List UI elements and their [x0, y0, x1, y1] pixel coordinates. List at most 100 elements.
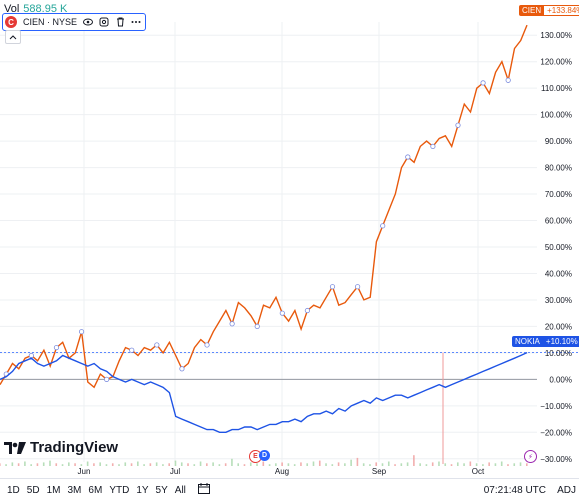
- price-chart[interactable]: 130.00% 120.00% 110.00% 100.00% 90.00% 80.00%…: [0, 0, 579, 478]
- volume-bar: [105, 464, 108, 466]
- volume-bar: [494, 463, 497, 466]
- data-point: [129, 347, 135, 353]
- volume-bar: [375, 462, 378, 466]
- volume-bar: [469, 461, 472, 466]
- y-tick-label: 100.00%: [540, 111, 572, 120]
- data-point: [480, 80, 486, 86]
- range-5y[interactable]: 5Y: [155, 484, 168, 496]
- volume-bar: [61, 464, 64, 466]
- range-6m[interactable]: 6M: [88, 484, 103, 496]
- data-point: [329, 284, 336, 290]
- volume-bar: [199, 461, 202, 466]
- clock-time[interactable]: 07:21:48 UTC: [483, 484, 546, 496]
- range-all[interactable]: All: [174, 484, 186, 496]
- y-tick-label: 30.00%: [545, 296, 572, 305]
- volume-bar: [68, 462, 70, 466]
- nokia-tag-name: NOKIA: [515, 337, 540, 346]
- volume-bar: [293, 464, 296, 466]
- y-tick-label: −30.00%: [540, 455, 572, 464]
- volume-bar: [187, 463, 189, 466]
- volume-bar: [162, 464, 164, 466]
- volume-bar: [381, 463, 384, 466]
- volume-bar: [431, 462, 434, 466]
- y-axis: 130.00% 120.00% 110.00% 100.00% 90.00% 80.00%…: [540, 31, 572, 464]
- volume-bar: [11, 462, 14, 466]
- volume-bar: [513, 463, 516, 466]
- volume-bar: [500, 461, 503, 466]
- volume-bar: [281, 462, 283, 466]
- volume-bar: [419, 463, 421, 466]
- data-point: [204, 342, 210, 348]
- volume-bar: [268, 464, 271, 466]
- more-icon[interactable]: [131, 17, 141, 27]
- volume-bar: [86, 461, 89, 466]
- settings-icon[interactable]: [99, 17, 109, 27]
- data-point: [380, 223, 386, 229]
- volume-bar: [425, 464, 428, 466]
- volume-bar: [369, 464, 371, 466]
- volume-bar: [212, 462, 214, 466]
- trash-icon[interactable]: [115, 17, 125, 27]
- volume-bar: [262, 461, 265, 466]
- volume-bar: [80, 464, 83, 466]
- volume-bar: [118, 464, 120, 466]
- volume-bar: [325, 463, 327, 466]
- data-point: [430, 143, 436, 150]
- volume-bar: [5, 464, 7, 466]
- volume-bar: [482, 464, 484, 466]
- range-5d[interactable]: 5D: [26, 484, 40, 496]
- volume-bar: [193, 464, 196, 466]
- volume-bar: [300, 462, 302, 466]
- volume-bar: [331, 464, 334, 466]
- volume-bar: [74, 463, 76, 466]
- y-tick-label: 0.00%: [549, 375, 572, 384]
- cien-price-tag: CIEN+133.84%: [519, 5, 579, 16]
- bottom-toolbar: 1D 5D 1M 3M 6M YTD 1Y 5Y All 07:21:48 UT…: [0, 478, 579, 501]
- volume-bar: [49, 460, 51, 466]
- data-point: [455, 122, 461, 128]
- y-tick-label: −20.00%: [540, 428, 572, 437]
- volume-bar: [180, 462, 183, 466]
- range-1d[interactable]: 1D: [7, 484, 20, 496]
- chevron-up-icon[interactable]: [5, 30, 21, 44]
- volume-bar: [306, 463, 309, 466]
- range-1m[interactable]: 1M: [46, 484, 61, 496]
- y-tick-label: 60.00%: [545, 217, 572, 226]
- volume-bar: [507, 464, 509, 466]
- range-ytd[interactable]: YTD: [109, 484, 130, 496]
- volume-bar: [168, 463, 170, 466]
- range-3m[interactable]: 3M: [67, 484, 82, 496]
- volume-bar: [249, 462, 252, 466]
- series-line-cien: [0, 24, 528, 389]
- y-tick-label: 80.00%: [545, 164, 572, 173]
- dividend-marker[interactable]: D: [259, 450, 270, 461]
- symbol-legend[interactable]: C CIEN · NYSE: [2, 13, 147, 31]
- tradingview-icon: [4, 441, 26, 454]
- symbol-logo: C: [5, 16, 17, 28]
- calendar-range-icon[interactable]: [197, 483, 210, 497]
- adj-toggle[interactable]: ADJ: [557, 484, 576, 496]
- volume-bar: [155, 462, 158, 466]
- volume-bar: [243, 464, 246, 466]
- lightning-icon[interactable]: ⚡: [524, 450, 537, 463]
- volume-bar: [413, 455, 415, 466]
- y-tick-label: 110.00%: [541, 84, 572, 93]
- volume-value: 588.95 K: [23, 3, 68, 15]
- symbol-name[interactable]: CIEN · NYSE: [23, 17, 78, 27]
- volume-bar: [237, 463, 240, 466]
- volume-bar: [55, 463, 58, 466]
- eye-icon[interactable]: [83, 17, 94, 27]
- data-point: [405, 154, 411, 160]
- volume-bar: [488, 462, 490, 466]
- volume-bar: [475, 463, 478, 466]
- y-tick-label: 10.00%: [545, 349, 572, 358]
- volume-bar: [17, 463, 20, 466]
- chart-grid: [0, 22, 579, 464]
- tradingview-logo: TradingView: [4, 439, 118, 456]
- range-1y[interactable]: 1Y: [136, 484, 149, 496]
- volume-bar: [42, 462, 45, 466]
- volume-bar: [362, 463, 365, 466]
- volume-bar: [224, 463, 227, 466]
- x-tick-label: Sep: [372, 467, 387, 476]
- volume-bar: [93, 463, 95, 466]
